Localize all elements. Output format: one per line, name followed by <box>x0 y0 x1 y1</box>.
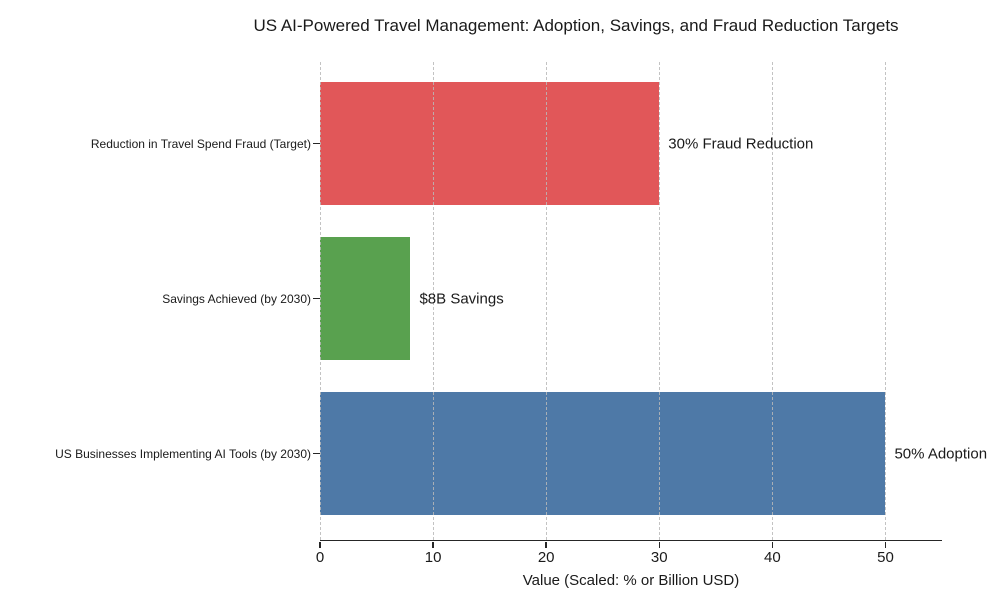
bar-value-label: $8B Savings <box>419 290 504 307</box>
x-axis-tick <box>432 541 434 548</box>
x-axis-tick <box>319 541 321 548</box>
bar-value-label: 30% Fraud Reduction <box>668 135 814 152</box>
gridline-x-30 <box>658 62 660 540</box>
x-axis-tick <box>545 541 547 548</box>
chart-title: US AI-Powered Travel Management: Adoptio… <box>253 16 899 35</box>
y-axis-tick <box>313 452 320 455</box>
x-tick-label: 40 <box>764 549 781 566</box>
x-axis-tick <box>658 541 661 548</box>
bar <box>320 392 886 515</box>
plot-area: 30% Fraud Reduction $8B Savings 50% Adopti… <box>319 62 987 541</box>
x-axis-tick <box>771 541 774 548</box>
y-axis-tick <box>313 142 320 145</box>
x-tick-label: 30 <box>650 549 668 566</box>
gridline-x-40 <box>771 62 773 540</box>
gridline-x-10 <box>432 62 434 540</box>
x-axis-label: Value (Scaled: % or Billion USD) <box>522 572 740 589</box>
bar-value-label: 50% Adoption <box>894 445 988 462</box>
x-tick-label: 20 <box>537 549 555 566</box>
x-tick-label: 0 <box>315 549 325 566</box>
bar <box>320 237 411 360</box>
gridline-x-50 <box>884 62 886 540</box>
category-label: US Businesses Implementing AI Tools (by … <box>55 446 311 461</box>
gridline-x-0 <box>319 62 321 540</box>
x-axis-tick <box>884 541 887 548</box>
category-label: Savings Achieved (by 2030) <box>162 291 311 306</box>
x-tick-label: 50 <box>877 549 894 566</box>
category-label: Reduction in Travel Spend Fraud (Target) <box>90 136 311 151</box>
gridline-x-20 <box>545 62 547 540</box>
x-tick-label: 10 <box>424 549 442 566</box>
bar <box>320 82 660 205</box>
y-axis-tick <box>313 297 320 300</box>
